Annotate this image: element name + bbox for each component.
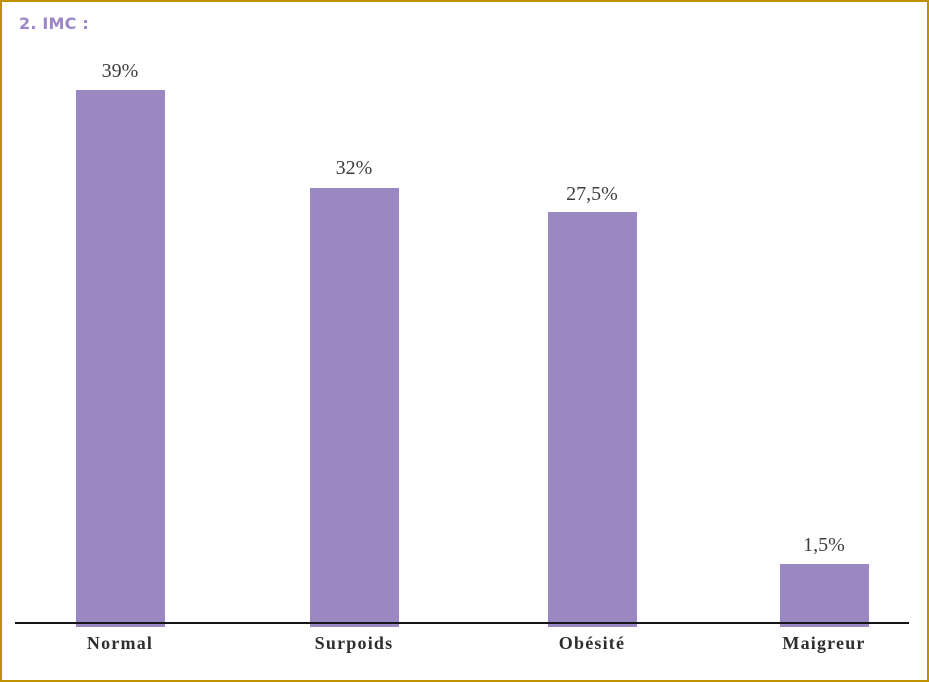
category-label-normal: Normal [86, 633, 154, 653]
bar-surpoids [310, 188, 399, 627]
bar-value-label-obesite: 27,5% [566, 183, 618, 205]
chart-title: 2. IMC : [19, 14, 89, 33]
category-label-obesite: Obésité [558, 633, 626, 653]
category-label-maigreur: Maigreur [782, 633, 866, 653]
bar-maigreur [780, 564, 869, 627]
x-axis-line [15, 622, 909, 624]
bar-normal [76, 90, 165, 627]
bar-value-label-surpoids: 32% [335, 157, 373, 179]
category-label-surpoids: Surpoids [314, 633, 394, 653]
bar-value-label-normal: 39% [101, 60, 139, 82]
bar-value-label-maigreur: 1,5% [803, 534, 845, 556]
bar-obesite [548, 212, 637, 627]
